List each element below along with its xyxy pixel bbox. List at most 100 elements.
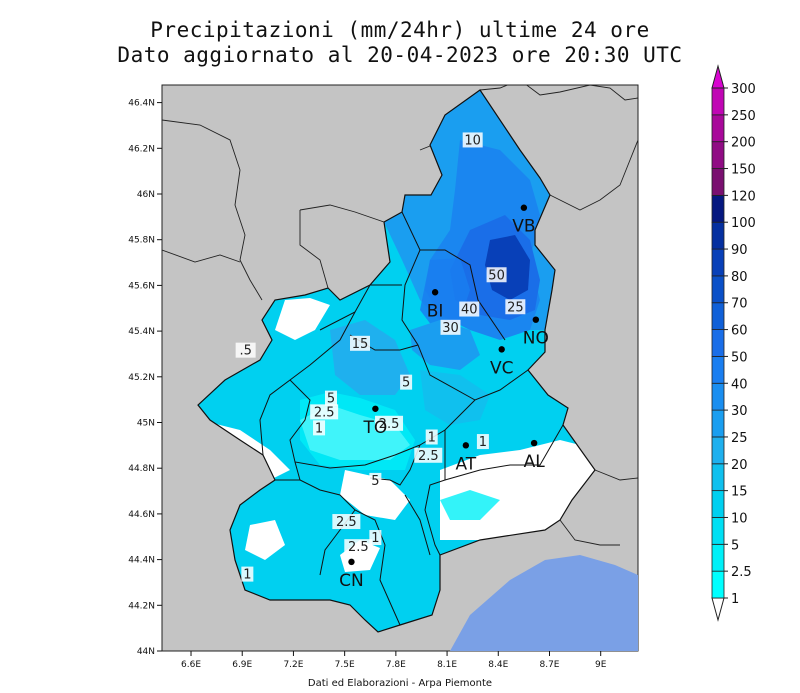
city-dot [372, 405, 379, 412]
contour-label: 2.5 [336, 515, 357, 530]
contour-label: .5 [239, 344, 251, 359]
y-tick-label: 46N [137, 190, 155, 200]
contour-label-bg [313, 420, 326, 436]
colorbar-label: 40 [731, 377, 748, 392]
city-dot [520, 204, 528, 211]
contour-label: 1 [428, 430, 436, 445]
y-tick-label: 45.8N [128, 236, 155, 246]
city-dot [498, 346, 505, 353]
colorbar-label: 90 [731, 243, 748, 258]
colorbar-segment [711, 248, 725, 277]
colorbar-segment [711, 275, 725, 304]
colorbar-label: 20 [731, 458, 748, 473]
colorbar-segment [711, 463, 725, 492]
y-tick-label: 44.4N [128, 556, 155, 566]
y-axis: 44N 44.2N 44.4N 44.6N 44.8N 45N 45.2N 45.4N 45.6… [128, 99, 162, 657]
colorbar-segment [711, 141, 725, 169]
credits-text: Dati ed Elaborazioni - Arpa Piemonte [307, 678, 493, 689]
city-label: VB [512, 217, 535, 237]
contour-label: 2.5 [314, 405, 335, 420]
contour-label-bg [369, 472, 382, 488]
contour-label: 15 [352, 337, 369, 352]
x-tick-label: 7.8E [386, 660, 406, 670]
y-tick-label: 44.2N [128, 601, 155, 611]
colorbar-label: 250 [731, 109, 756, 124]
colorbar-label: 50 [731, 350, 748, 365]
contour-label-bg [425, 429, 438, 445]
city-label: VC [490, 358, 514, 378]
colorbar-label: 15 [731, 485, 748, 500]
x-tick-label: 6.6E [181, 660, 201, 670]
y-tick-label: 45.4N [128, 327, 155, 337]
contour-label: 30 [442, 321, 459, 336]
contour-label-bg [400, 374, 413, 390]
contour-label: 2.5 [348, 540, 369, 555]
city-dot [462, 442, 470, 449]
x-tick-label: 8.7E [539, 660, 559, 670]
contour-label-bg [332, 514, 361, 530]
colorbar-label: 80 [731, 270, 748, 285]
colorbar-segment [711, 356, 725, 384]
city-label: TO [362, 418, 387, 438]
colorbar-segment [711, 114, 725, 143]
colorbar-label: 30 [731, 404, 748, 419]
colorbar-segment [711, 517, 725, 545]
y-tick-label: 45.2N [128, 373, 155, 383]
contour-label-bg [476, 434, 489, 450]
x-tick-label: 6.9E [232, 660, 252, 670]
city-label: CN [339, 571, 364, 591]
colorbar-segment [711, 436, 725, 465]
city-label: NO [523, 329, 549, 349]
y-tick-label: 46.4N [128, 99, 155, 109]
contour-label-bg [310, 404, 339, 420]
contour-label: 5 [327, 392, 335, 407]
map-title-line-2: Dato aggiornato al 20-04-2023 ore 20:30 … [117, 43, 683, 67]
contour-label: 1 [243, 568, 251, 583]
colorbar-lower-arrow [711, 597, 725, 622]
city-dot [348, 558, 355, 566]
colorbar-label: 10 [731, 511, 748, 526]
contour-label-bg [344, 539, 373, 555]
contour-label: 25 [507, 300, 524, 315]
y-tick-label: 44.8N [128, 464, 155, 474]
colorbar-segment [711, 570, 725, 599]
colorbar-segment [711, 409, 725, 438]
contour-label: 50 [488, 268, 505, 283]
x-tick-label: 8.1E [437, 660, 457, 670]
contour-label: 1 [479, 435, 487, 450]
contour-label: 2.5 [379, 417, 400, 432]
contour-label: 1 [315, 421, 323, 436]
contour-label-bg [462, 132, 483, 148]
contour-label-bg [459, 301, 480, 317]
y-tick-label: 44N [137, 647, 155, 657]
colorbar-label: 5 [731, 538, 739, 553]
colorbar-segment [711, 543, 725, 572]
contour-label: 10 [464, 133, 481, 148]
colorbar-label: 2.5 [731, 565, 752, 580]
x-tick-label: 7.2E [283, 660, 303, 670]
y-tick-label: 46.2N [128, 144, 155, 154]
contour-label: 5 [371, 474, 379, 489]
colorbar-label: 25 [731, 431, 748, 446]
x-axis: 6.6E 6.9E 7.2E 7.5E 7.8E 8.1E 8.4E 8.7E 9E [181, 651, 607, 670]
colorbar-label: 300 [731, 82, 756, 97]
contour-label-bg [241, 566, 254, 582]
city-label: AT [455, 454, 476, 474]
city-dot [431, 289, 439, 296]
contour-label-bg [324, 390, 337, 406]
city-markers: VB BI NO VC TO AT AL CN [339, 204, 549, 591]
contour-label: 1 [371, 531, 379, 546]
colorbar-segment [711, 221, 725, 250]
contour-label-bg [486, 267, 507, 283]
colorbar-segment [711, 87, 725, 116]
city-label: BI [427, 301, 444, 321]
contour-label-bg [350, 335, 371, 351]
colorbar-label: 70 [731, 297, 748, 312]
x-tick-label: 8.4E [488, 660, 508, 670]
colorbar-label: 120 [731, 189, 756, 204]
contour-label-bg [414, 447, 443, 463]
colorbar-label: 200 [731, 136, 756, 151]
contour-label-bg [440, 319, 461, 335]
